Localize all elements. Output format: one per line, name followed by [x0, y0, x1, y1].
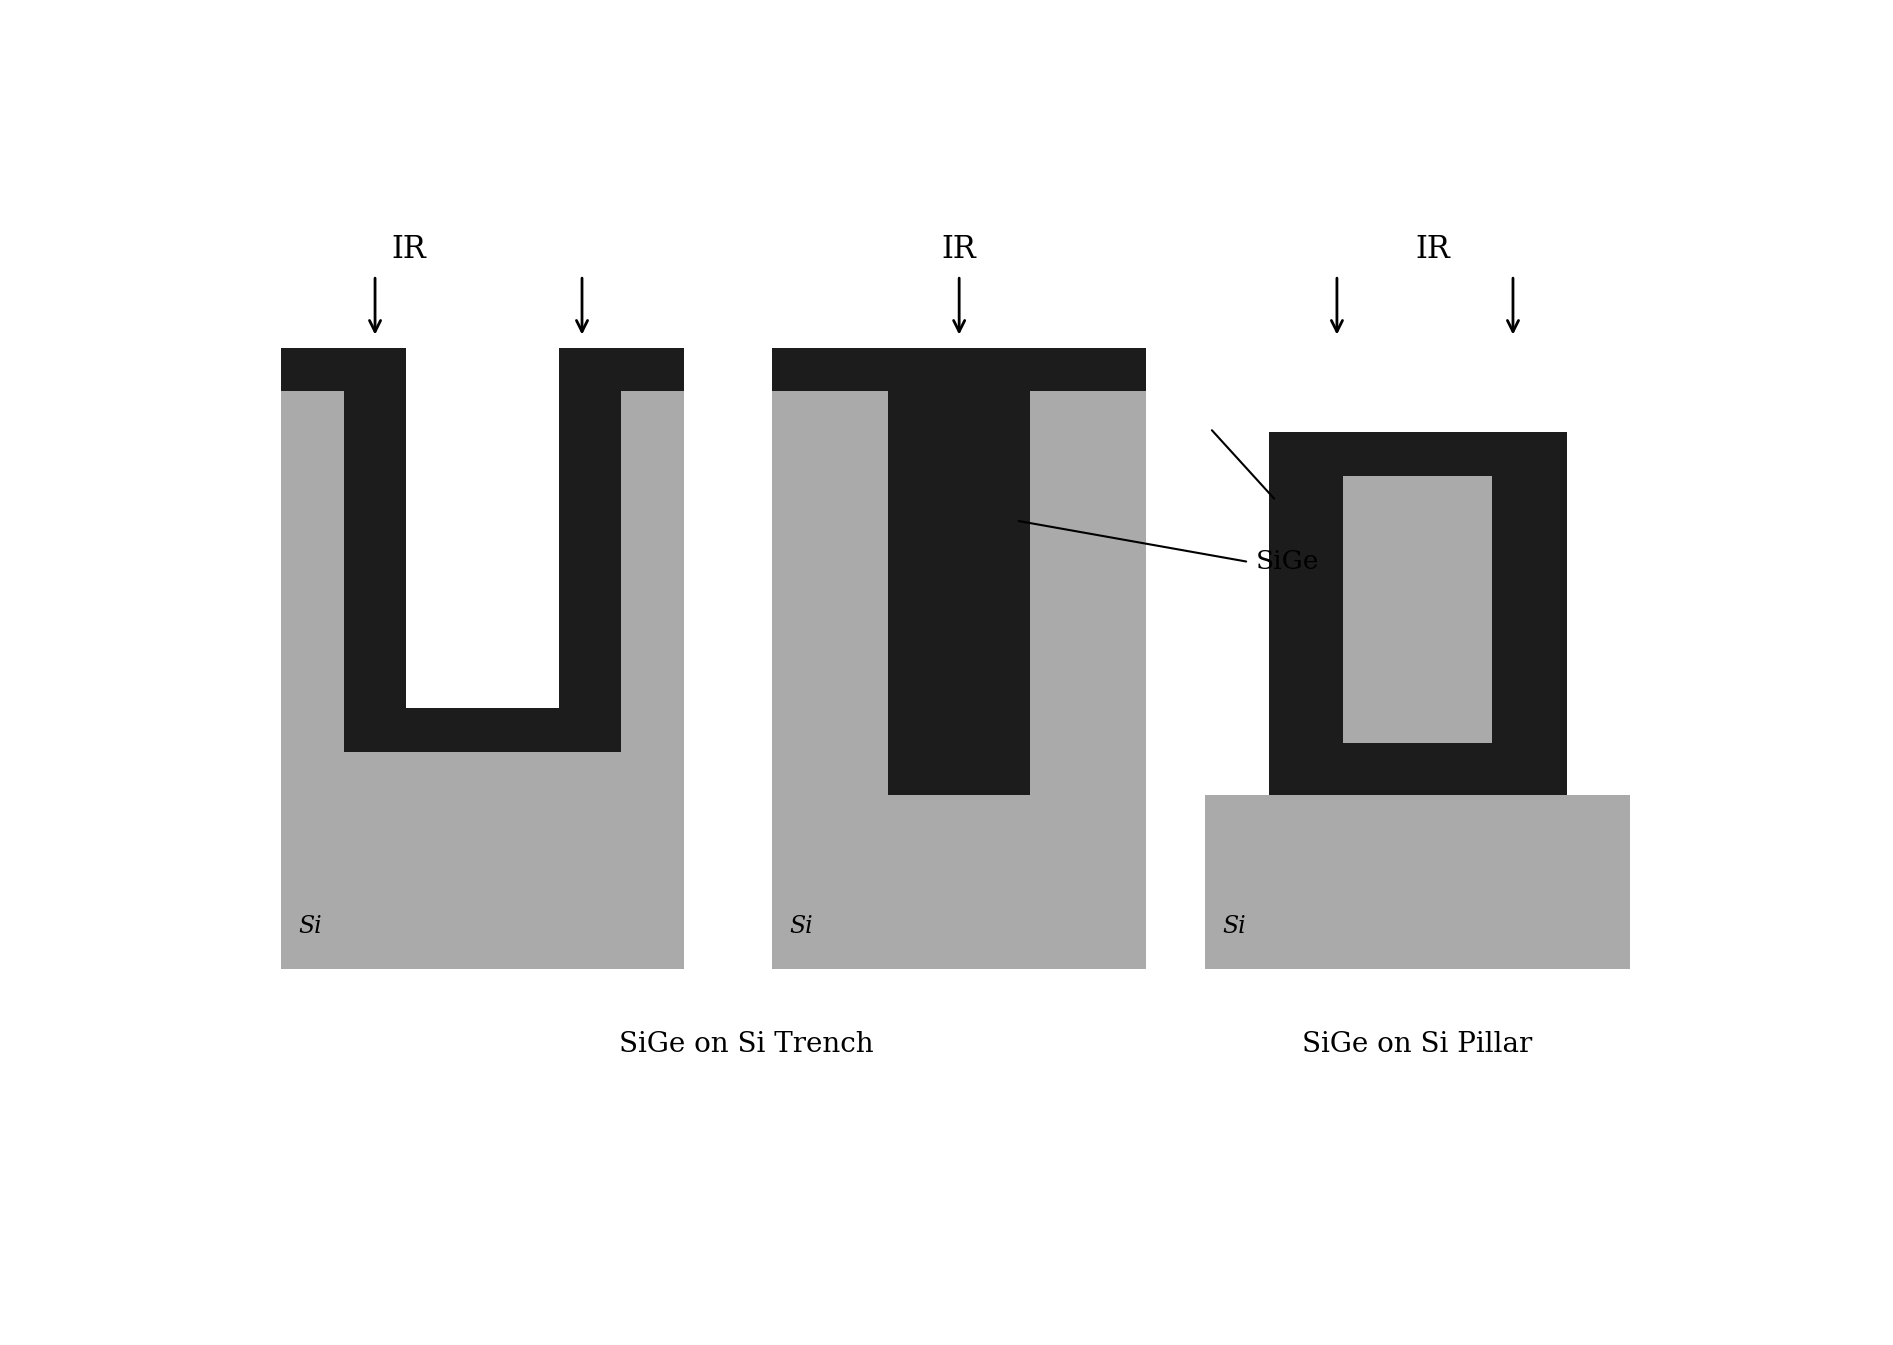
- Bar: [405, 303, 558, 709]
- Bar: [280, 348, 683, 391]
- Bar: [1268, 432, 1344, 742]
- Text: SiGe on Si Pillar: SiGe on Si Pillar: [1302, 1032, 1533, 1059]
- Bar: [558, 348, 621, 709]
- Text: IR: IR: [943, 234, 977, 265]
- Bar: [280, 348, 683, 970]
- Bar: [1492, 432, 1567, 742]
- Bar: [621, 348, 683, 391]
- Text: SiGe: SiGe: [1257, 550, 1319, 574]
- Bar: [1268, 742, 1567, 795]
- Bar: [1206, 795, 1630, 970]
- Bar: [772, 348, 1147, 391]
- Text: SiGe on Si Trench: SiGe on Si Trench: [619, 1032, 875, 1059]
- Text: Si: Si: [789, 915, 814, 939]
- Text: IR: IR: [392, 234, 426, 265]
- Bar: [888, 391, 1030, 795]
- Text: Si: Si: [1223, 915, 1246, 939]
- Bar: [345, 348, 405, 709]
- Text: IR: IR: [1414, 234, 1450, 265]
- Bar: [280, 348, 345, 391]
- Text: Si: Si: [299, 915, 322, 939]
- Bar: [1344, 432, 1492, 742]
- Bar: [1268, 432, 1567, 476]
- Bar: [345, 709, 621, 752]
- Bar: [772, 348, 1147, 970]
